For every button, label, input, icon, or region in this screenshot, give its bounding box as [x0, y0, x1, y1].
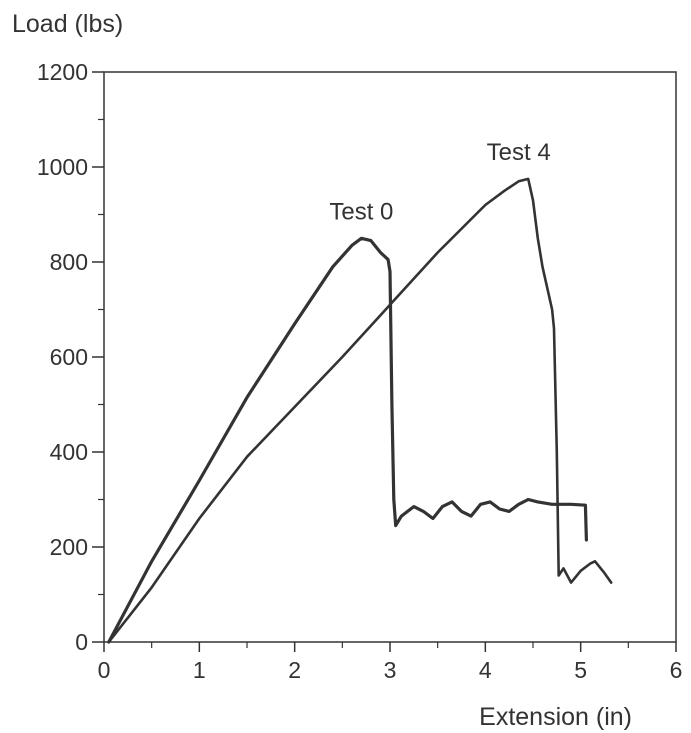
x-tick-label: 0: [98, 657, 111, 683]
series-line-test-4: [107, 177, 613, 644]
x-axis-title: Extension (in): [479, 703, 632, 731]
x-tick-label: 3: [384, 657, 397, 683]
series-layer: [107, 177, 613, 644]
series-annotation: Test 4: [487, 139, 551, 166]
annotation-layer: Test 0 Test 4: [329, 139, 550, 225]
y-axis-title: Load (lbs): [12, 10, 123, 38]
x-tick-label: 4: [479, 657, 492, 683]
y-tick-label: 1200: [37, 59, 88, 85]
y-tick-label: 600: [50, 344, 88, 370]
x-tick-label: 2: [288, 657, 301, 683]
x-tick-label: 6: [670, 657, 683, 683]
y-tick-label: 200: [50, 534, 88, 560]
axes: 0 1 2 3 4 5 6 0 200 400 600 800 1000 1200: [37, 59, 683, 683]
series-line-test-0: [107, 236, 588, 644]
y-tick-label: 400: [50, 439, 88, 465]
y-tick-label: 1000: [37, 154, 88, 180]
y-tick-label: 0: [75, 629, 88, 655]
x-tick-label: 5: [574, 657, 587, 683]
series-annotation: Test 0: [329, 198, 393, 225]
x-tick-label: 1: [193, 657, 206, 683]
y-tick-label: 800: [50, 249, 88, 275]
